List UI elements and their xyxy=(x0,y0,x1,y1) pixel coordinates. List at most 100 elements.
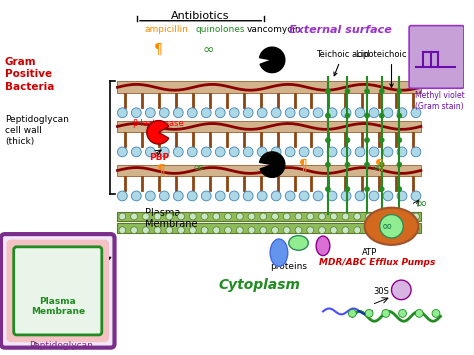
Circle shape xyxy=(118,108,127,118)
Circle shape xyxy=(201,213,208,220)
Circle shape xyxy=(173,108,183,118)
Circle shape xyxy=(412,227,419,234)
Circle shape xyxy=(365,213,373,220)
Circle shape xyxy=(131,213,137,220)
Circle shape xyxy=(283,227,290,234)
Circle shape xyxy=(229,108,239,118)
Circle shape xyxy=(369,191,379,201)
FancyBboxPatch shape xyxy=(1,234,115,348)
Text: ¶: ¶ xyxy=(375,158,384,171)
Circle shape xyxy=(379,162,384,167)
Circle shape xyxy=(142,227,149,234)
Text: Methyl violet
(Gram stain): Methyl violet (Gram stain) xyxy=(415,91,465,111)
Circle shape xyxy=(327,147,337,157)
Circle shape xyxy=(313,147,323,157)
Text: Gram
Positive
Bacteria: Gram Positive Bacteria xyxy=(5,57,54,92)
Circle shape xyxy=(354,213,361,220)
Circle shape xyxy=(131,108,141,118)
Circle shape xyxy=(272,213,278,220)
Circle shape xyxy=(379,113,384,118)
Circle shape xyxy=(319,227,326,234)
Circle shape xyxy=(365,162,370,167)
Circle shape xyxy=(365,89,370,94)
Circle shape xyxy=(201,108,211,118)
Circle shape xyxy=(173,191,183,201)
Circle shape xyxy=(345,89,350,94)
Circle shape xyxy=(397,191,407,201)
Circle shape xyxy=(159,108,169,118)
Circle shape xyxy=(146,147,155,157)
Circle shape xyxy=(225,213,231,220)
Circle shape xyxy=(257,191,267,201)
Text: Lipoteichoic acid: Lipoteichoic acid xyxy=(356,50,427,87)
Circle shape xyxy=(299,147,309,157)
Circle shape xyxy=(319,213,326,220)
Circle shape xyxy=(159,191,169,201)
Circle shape xyxy=(432,310,440,317)
Circle shape xyxy=(237,227,243,234)
Circle shape xyxy=(355,191,365,201)
Circle shape xyxy=(190,213,196,220)
Circle shape xyxy=(131,191,141,201)
Circle shape xyxy=(271,108,281,118)
Circle shape xyxy=(377,213,384,220)
Circle shape xyxy=(299,108,309,118)
Circle shape xyxy=(190,227,196,234)
Circle shape xyxy=(397,138,402,143)
Text: 50S: 50S xyxy=(396,285,410,294)
Circle shape xyxy=(118,191,127,201)
Circle shape xyxy=(215,147,225,157)
Text: ∞: ∞ xyxy=(382,220,392,233)
Circle shape xyxy=(345,187,350,192)
Circle shape xyxy=(397,108,407,118)
Circle shape xyxy=(213,227,220,234)
Ellipse shape xyxy=(270,239,288,266)
Circle shape xyxy=(283,213,290,220)
Circle shape xyxy=(326,113,330,118)
Circle shape xyxy=(345,138,350,143)
Circle shape xyxy=(397,147,407,157)
Circle shape xyxy=(383,147,393,157)
Circle shape xyxy=(142,213,149,220)
Text: Peptidoglycan
cell wall
(thick): Peptidoglycan cell wall (thick) xyxy=(5,115,69,146)
Circle shape xyxy=(257,147,267,157)
Circle shape xyxy=(166,227,173,234)
Text: vancomycin: vancomycin xyxy=(246,24,301,34)
Circle shape xyxy=(397,162,402,167)
Circle shape xyxy=(154,227,161,234)
Circle shape xyxy=(411,108,421,118)
Circle shape xyxy=(415,310,423,317)
Circle shape xyxy=(397,89,402,94)
Circle shape xyxy=(295,227,302,234)
Circle shape xyxy=(213,213,220,220)
Circle shape xyxy=(243,108,253,118)
Circle shape xyxy=(215,191,225,201)
Circle shape xyxy=(379,89,384,94)
Text: quinolones: quinolones xyxy=(196,24,245,34)
Circle shape xyxy=(299,191,309,201)
Circle shape xyxy=(285,147,295,157)
Circle shape xyxy=(243,191,253,201)
Circle shape xyxy=(225,227,231,234)
Circle shape xyxy=(342,213,349,220)
Circle shape xyxy=(229,191,239,201)
FancyBboxPatch shape xyxy=(8,241,108,341)
Circle shape xyxy=(313,108,323,118)
Text: proteins: proteins xyxy=(270,262,307,272)
Circle shape xyxy=(365,113,370,118)
Circle shape xyxy=(154,213,161,220)
Circle shape xyxy=(271,147,281,157)
Circle shape xyxy=(313,191,323,201)
Circle shape xyxy=(369,147,379,157)
Circle shape xyxy=(355,108,365,118)
Circle shape xyxy=(201,147,211,157)
Text: ampicillin: ampicillin xyxy=(145,24,189,34)
Circle shape xyxy=(389,213,396,220)
Wedge shape xyxy=(260,152,285,178)
Circle shape xyxy=(341,147,351,157)
Circle shape xyxy=(178,227,184,234)
Circle shape xyxy=(248,227,255,234)
Bar xyxy=(118,121,421,132)
Circle shape xyxy=(392,280,411,300)
Circle shape xyxy=(285,191,295,201)
